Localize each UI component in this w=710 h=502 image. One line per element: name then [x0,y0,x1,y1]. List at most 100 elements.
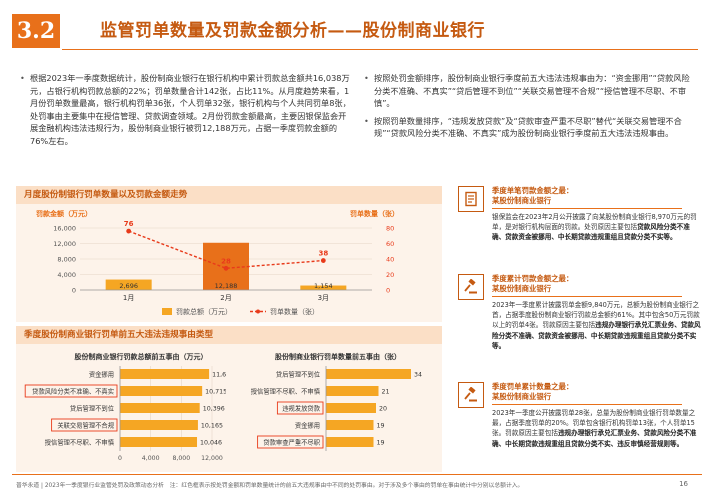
bar-value-label: 2,696 [119,282,138,290]
legend-label: 罚款总额（万元） [176,307,232,316]
bar-value-label: 21 [382,389,390,396]
y-axis-label: 罚款金额（万元） [36,209,92,218]
amount-chart-title: 股份制商业银行罚款总额前五事由（万元） [74,353,208,361]
x-tick-label: 12,000 [201,455,223,462]
y2-tick-label: 20 [386,271,394,279]
count-hbar-chart: 贷后管理不到位 34 授信管理不尽职、不审慎 21 违规发放贷款 20 资金挪用 19 贷款审查… [251,366,422,451]
y2-tick-label: 40 [386,256,394,264]
legend-swatch [162,308,172,315]
line-value-label: 28 [221,257,231,265]
category-label: 违规发放贷款 [282,404,320,413]
case-highlight: 违规办理银行承兑汇票业务、贷款风险分类不准确、贷款资金被挪用、中长期贷款违规重组… [492,321,701,350]
bar-value-label: 1,154 [314,282,333,290]
bar [120,403,200,413]
bar-value-label: 19 [377,440,385,447]
x-tick-label: 4,000 [142,455,160,462]
case-divider [492,296,682,297]
right-paragraph: 按照罚单数量排序，“违规发放贷款”及“贷款审查严重不尽职”替代“关联交易管理不合… [364,115,694,140]
bar [120,386,203,396]
bar-value-label: 10,396 [203,406,225,413]
bar-value-label: 11,622 [212,372,226,379]
page-number: 16 [679,480,688,488]
category-label: 贷后管理不到位 [70,404,115,413]
x-tick-label: 0 [118,455,122,462]
y-tick-label: 16,000 [53,225,76,233]
document-icon [458,186,484,212]
case-subtitle: 某股份制商业银行 [492,196,552,205]
left-summary: 根据2023年一季度数据统计，股份制商业银行在银行机构中累计罚款总金额共16,0… [20,72,352,152]
highlight-box [51,418,118,432]
category-label: 资金挪用 [89,370,114,379]
bar [105,279,152,290]
case-subtitle: 某股份制商业银行 [492,392,552,401]
gavel-icon [458,274,484,300]
panel-header: 季度股份制商业银行罚单前五大违法违规事由类型 [16,326,442,344]
category-label: 贷款审查严重不尽职 [263,438,320,447]
case-title: 季度累计罚款金额之最： [492,274,574,283]
panel-header: 月度股份制银行罚单数量以及罚款金额走势 [16,186,442,204]
bar [326,403,376,413]
line-point [223,265,229,271]
case-card: 季度单笔罚款金额之最： 某股份制商业银行 银保监会在2023年2月公开披露了向某… [452,182,702,272]
category-label: 关联交易管理不合规 [57,421,114,430]
x-tick-label: 1月 [123,294,134,302]
case-divider [492,404,682,405]
bar [326,386,379,396]
line-value-label: 76 [124,220,134,228]
x-tick-label: 3月 [318,294,329,302]
legend-marker [256,309,260,314]
page-title: 监管罚单数量及罚款金额分析——股份制商业银行 [100,21,485,41]
bar [326,437,374,447]
x-tick-label: 8,000 [172,455,190,462]
x-tick-label: 2月 [220,294,231,302]
category-label: 贷款风险分类不准确、不真实 [32,387,114,396]
highlight-box [257,435,324,449]
left-paragraph: 根据2023年一季度数据统计，股份制商业银行在银行机构中累计罚款总金额共16,0… [20,72,352,147]
category-label: 贷后管理不到位 [276,370,321,379]
bar [326,369,411,379]
y-tick-label: 12,000 [53,240,76,248]
y-tick-label: 8,000 [57,256,76,264]
case-body: 2023年一季度公开披露罚单28张，总量为股份制商业银行罚单数量之最，占据季度罚… [492,409,697,448]
right-paragraph: 按照处罚金额排序，股份制商业银行季度前五大违法违规事由为：“资金挪用”“贷款风险… [364,72,694,110]
case-title: 季度罚单累计数量之最： [492,382,574,391]
monthly-combo-chart: 罚款金额（万元） 罚单数量（张） 0 4,000 8,000 12,000 16,000 0 2… [36,209,399,316]
bar [300,285,347,290]
case-divider [492,208,682,209]
case-card: 季度罚单累计数量之最： 某股份制商业银行 2023年一季度公开披露罚单28张，总… [452,378,702,472]
bar-value-label: 20 [379,406,387,413]
highlight-box [276,401,324,415]
y2-tick-label: 60 [386,240,394,248]
bar [326,420,374,430]
footer-divider [12,474,702,475]
case-highlight: 贷款风险分类不准确、贷款资金被挪用、中长期贷款违规重组且贷款分类不实等。 [492,223,690,242]
right-summary: 按照处罚金额排序，股份制商业银行季度前五大违法违规事由为：“资金挪用”“贷款风险… [364,72,694,145]
title-divider [62,49,698,50]
bar-value-label: 10,715 [205,389,226,396]
count-chart-title: 股份制商业银行罚单数量前五事由（张） [275,353,401,361]
case-card: 季度累计罚款金额之最： 某股份制商业银行 2023年一季度累计披露罚单金额9,8… [452,270,702,374]
legend-label: 罚单数量（张） [270,307,319,316]
bar-value-label: 19 [377,423,385,430]
category-label: 授信管理不尽职、不审慎 [251,387,321,396]
footer: 普华永道 | 2023年一季度银行业监管处罚及政策动态分析 注：红色框表示按处罚… [16,480,696,489]
bar [120,369,210,379]
y-tick-label: 4,000 [57,271,76,279]
case-subtitle: 某股份制商业银行 [492,284,552,293]
section-number-badge: 3.2 [12,14,60,48]
bar-value-label: 10,046 [200,440,222,447]
bar [120,437,198,447]
bar-value-label: 12,188 [215,282,238,290]
case-highlight: 违规办理银行承兑汇票业务、贷款风险分类不准确、中长期贷款违规重组且贷款分类不实、… [492,429,697,448]
y-tick-label: 0 [72,287,76,295]
case-body: 2023年一季度累计披露罚单金额9,840万元，总额为股份制商业银行之首，占据季… [492,301,701,350]
line-point [320,258,326,263]
y2-axis-label: 罚单数量（张） [350,209,399,218]
bar-value-label: 34 [414,372,422,379]
bar-value-label: 10,165 [201,423,223,430]
category-label: 授信管理不尽职、不审慎 [45,438,115,447]
line-point [126,228,132,234]
case-title: 季度单笔罚款金额之最： [492,186,574,195]
monthly-trend-panel: 月度股份制银行罚单数量以及罚款金额走势 罚款金额（万元） 罚单数量（张） 0 4,00… [16,186,442,322]
case-body: 银保监会在2023年2月公开披露了向某股份制商业银行8,970万元的罚单，是对银… [492,213,697,242]
